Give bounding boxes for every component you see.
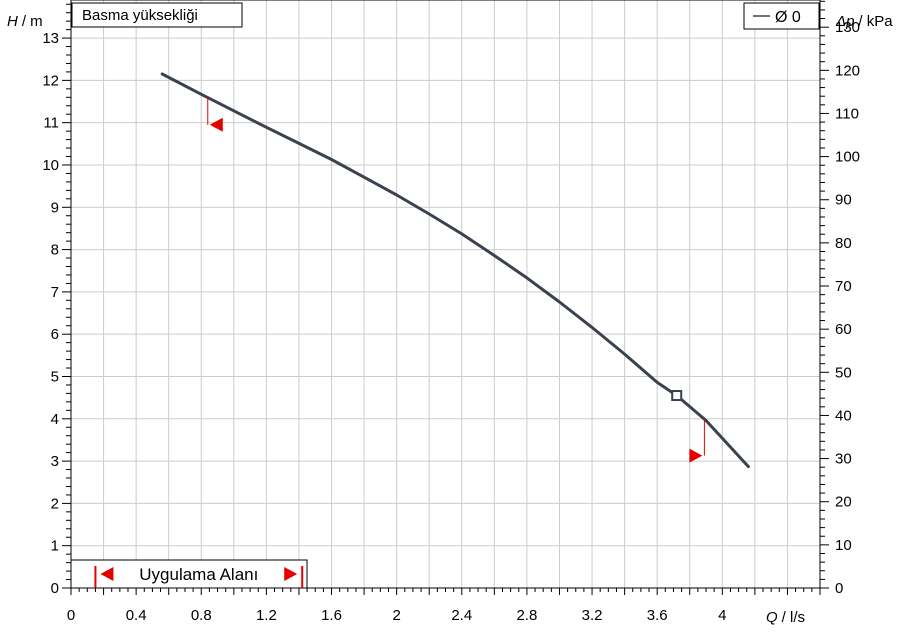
plot-title-box: Basma yüksekliği	[71, 2, 243, 28]
legend-label: Ø 0	[775, 9, 801, 26]
y-left-tick-label: 9	[51, 199, 59, 216]
application-range-box: Uygulama Alanı	[70, 559, 308, 589]
y-right-tick-label: 110	[835, 105, 859, 122]
limit-markers	[207, 97, 705, 463]
y-right-tick-label: 60	[835, 321, 852, 338]
y-left-tick-label: 2	[51, 495, 59, 512]
x-axis-label: Q / l/s	[766, 609, 805, 626]
x-symbol: Q	[766, 609, 778, 626]
limit-left-arrow-icon	[209, 117, 223, 132]
y-right-tick-label: 50	[835, 364, 852, 381]
y-right-tick-label: 10	[835, 537, 852, 554]
limit-right-arrow-icon	[689, 448, 703, 463]
y-left-tick-label: 7	[51, 284, 59, 301]
y-right-unit: / kPa	[858, 13, 893, 30]
y-right-tick-label: 90	[835, 192, 852, 209]
y-right-tick-label: 0	[835, 580, 843, 597]
x-tick-label: 1.6	[321, 607, 342, 624]
y-left-tick-label: 0	[51, 580, 59, 597]
range-left-arrow-icon	[100, 567, 114, 581]
y-right-tick-label: 70	[835, 278, 852, 295]
y-right-tick-label: 80	[835, 235, 852, 252]
svg-text:H/ m: H / m	[7, 13, 43, 30]
y-right-tick-label: 120	[835, 62, 860, 79]
plot-title: Basma yüksekliği	[82, 7, 198, 24]
svg-text:Δp/ kPa: Δp / kPa	[835, 13, 893, 30]
y-right-symbol: Δp	[835, 13, 854, 30]
x-tick-label: 2.8	[516, 607, 537, 624]
x-tick-label: 0	[67, 607, 75, 624]
x-tick-label: 2.4	[451, 607, 472, 624]
x-tick-label: 3.6	[647, 607, 668, 624]
y-right-tick-labels: 0 10 20 30 40 50 60 70 80 90 100 110 120 130	[835, 19, 860, 597]
y-left-tick-label: 4	[51, 411, 59, 428]
y-left-tick-label: 5	[51, 368, 59, 385]
pump-curve-line	[160, 72, 750, 469]
y-left-tick-label: 10	[42, 157, 59, 174]
x-unit: / l/s	[782, 609, 805, 626]
range-right-arrow-icon	[284, 567, 298, 581]
x-tick-label: 3.2	[582, 607, 603, 624]
y-left-symbol: H	[7, 13, 18, 30]
y-right-tick-label: 100	[835, 149, 860, 166]
y-left-tick-label: 12	[42, 72, 59, 89]
y-left-tick-label: 1	[51, 538, 59, 555]
x-tick-label: 4	[718, 607, 726, 624]
application-range-label: Uygulama Alanı	[139, 565, 258, 584]
y-right-tick-label: 30	[835, 451, 852, 468]
legend: Ø 0	[743, 2, 820, 30]
grid-lines	[71, 0, 820, 588]
plot-frame	[70, 0, 821, 589]
minor-ticks	[62, 0, 829, 595]
y-right-tick-label: 20	[835, 494, 852, 511]
y-left-tick-label: 11	[43, 115, 59, 132]
y-left-axis-label: H / m	[7, 13, 43, 30]
x-tick-label: 2	[392, 607, 400, 624]
y-left-tick-label: 6	[51, 326, 59, 343]
y-right-axis-label: Δp / kPa	[835, 13, 893, 30]
y-left-unit: / m	[22, 13, 43, 30]
operating-point-marker	[671, 390, 683, 402]
x-tick-labels: 0 0.4 0.8 1.2 1.6 2 2.4 2.8 3.2 3.6 4	[67, 607, 727, 624]
x-tick-label: 0.4	[126, 607, 147, 624]
svg-text:Q/ l/s: Q / l/s	[766, 609, 805, 626]
y-right-tick-label: 40	[835, 407, 852, 424]
y-left-tick-label: 3	[51, 453, 59, 470]
y-left-tick-label: 8	[51, 242, 59, 259]
x-tick-label: 0.8	[191, 607, 212, 624]
y-right-tick-label: 130	[835, 19, 860, 36]
y-left-tick-label: 13	[42, 30, 59, 47]
x-tick-label: 1.2	[256, 607, 277, 624]
